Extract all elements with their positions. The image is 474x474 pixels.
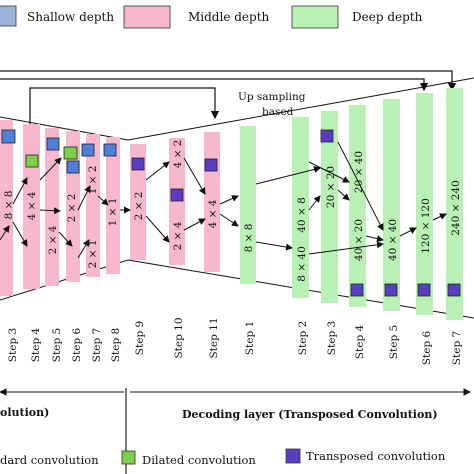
transposed-conv-legend-label: Transposed convolution xyxy=(306,449,446,463)
size-label: 20 × 40 xyxy=(353,151,365,193)
step-label: Step 7 xyxy=(451,331,463,365)
shallow-conv-square xyxy=(1,129,16,144)
size-label: 20 × 20 xyxy=(325,166,337,208)
legend-middle-label: Middle depth xyxy=(188,10,270,24)
step-label: Step 8 xyxy=(110,328,122,362)
step-label: Step 11 xyxy=(208,317,220,358)
dilated-conv-square xyxy=(63,146,78,160)
size-label: 1 × 1 xyxy=(107,198,119,227)
transposed-conv-square xyxy=(350,283,364,297)
decoder-bar-step9 xyxy=(130,144,146,260)
size-label: 40 × 8 xyxy=(296,197,308,233)
transposed-conv-square xyxy=(417,283,431,297)
decoder-bars xyxy=(130,88,463,320)
decoder-bar-step5 xyxy=(383,99,400,311)
step-label: Step 10 xyxy=(173,317,185,358)
size-label: 2 × 2 xyxy=(66,194,78,223)
step-label: Step 7 xyxy=(91,328,103,362)
shallow-conv-square xyxy=(46,137,60,151)
upsampling-label-2: based xyxy=(262,106,294,118)
legend-deep-label: Deep depth xyxy=(352,10,423,24)
decoder-squares xyxy=(131,129,461,297)
size-label: 8 × 40 xyxy=(296,246,308,282)
encoder-squares xyxy=(1,129,117,174)
decoder-bar-step6 xyxy=(416,93,433,315)
encoder-bar-step8 xyxy=(106,137,120,274)
upsampling-label-1: Up sampling xyxy=(238,91,306,103)
decoder-bar-step3 xyxy=(321,111,338,303)
size-label: 40 × 40 xyxy=(387,219,399,261)
size-label: 4 × 4 xyxy=(26,191,38,220)
size-label: 4 × 2 xyxy=(172,140,184,169)
decoder-bar-step4 xyxy=(349,105,366,307)
flow-arrows xyxy=(0,141,447,259)
shallow-conv-square xyxy=(66,160,80,174)
step-label: Step 6 xyxy=(421,331,433,366)
size-label: 240 × 240 xyxy=(450,180,462,236)
legend-shallow-label: Shallow depth xyxy=(27,10,114,24)
size-label: 120 × 120 xyxy=(420,198,432,254)
legend-deep-swatch xyxy=(291,5,339,29)
transposed-conv-square xyxy=(170,188,184,202)
shallow-conv-square xyxy=(103,143,117,157)
size-label: 8 × 8 xyxy=(243,224,255,253)
transposed-conv-square xyxy=(384,283,398,297)
transposed-conv-square xyxy=(131,157,145,171)
skip-connections xyxy=(0,70,457,125)
encoding-section-label: olution) xyxy=(0,406,49,419)
size-label: 4 × 4 xyxy=(207,199,219,228)
step-label: Step 1 xyxy=(244,321,256,355)
size-label: 2 × 1 xyxy=(87,240,99,269)
encoder-bar-step3 xyxy=(0,120,13,296)
legend-middle-swatch xyxy=(123,5,171,29)
size-label: 40 × 20 xyxy=(353,219,365,261)
transposed-conv-legend-swatch xyxy=(285,448,301,464)
transposed-conv-square xyxy=(447,283,461,297)
dilated-conv-legend-label: Dilated convolution xyxy=(142,453,256,467)
size-label: 2 × 2 xyxy=(133,192,145,221)
encoder-bar-step5 xyxy=(45,128,59,286)
step-label: Step 6 xyxy=(71,328,83,363)
decoder-bar-step7 xyxy=(446,88,463,320)
decoder-bar-step1 xyxy=(240,126,256,284)
standard-conv-legend-label: dard convolution xyxy=(0,453,99,467)
shallow-conv-square xyxy=(81,143,95,157)
size-label: 8 × 8 xyxy=(3,191,15,220)
size-label: 2 × 4 xyxy=(172,221,184,250)
step-label: Step 5 xyxy=(388,325,400,359)
decoder-bar-step2 xyxy=(292,117,309,298)
size-label: 2 × 4 xyxy=(47,225,59,254)
decoding-section-label: Decoding layer (Transposed Convolution) xyxy=(182,408,438,421)
encoder-bars xyxy=(0,120,120,296)
step-label: Step 5 xyxy=(51,328,63,362)
decoder-bar-step10 xyxy=(169,138,185,265)
transposed-conv-square xyxy=(204,158,218,172)
dilated-conv-legend-swatch xyxy=(121,450,136,465)
transposed-conv-square xyxy=(320,129,334,143)
size-label: 1 × 2 xyxy=(87,166,99,195)
step-label: Step 9 xyxy=(134,321,146,355)
step-label: Step 4 xyxy=(354,325,366,360)
step-label: Step 2 xyxy=(297,321,309,355)
step-label: Step 3 xyxy=(326,321,338,355)
legend-shallow-swatch xyxy=(0,5,17,27)
dilated-conv-square xyxy=(25,154,39,168)
step-label: Step 4 xyxy=(30,328,42,363)
step-label: Step 3 xyxy=(7,328,19,362)
